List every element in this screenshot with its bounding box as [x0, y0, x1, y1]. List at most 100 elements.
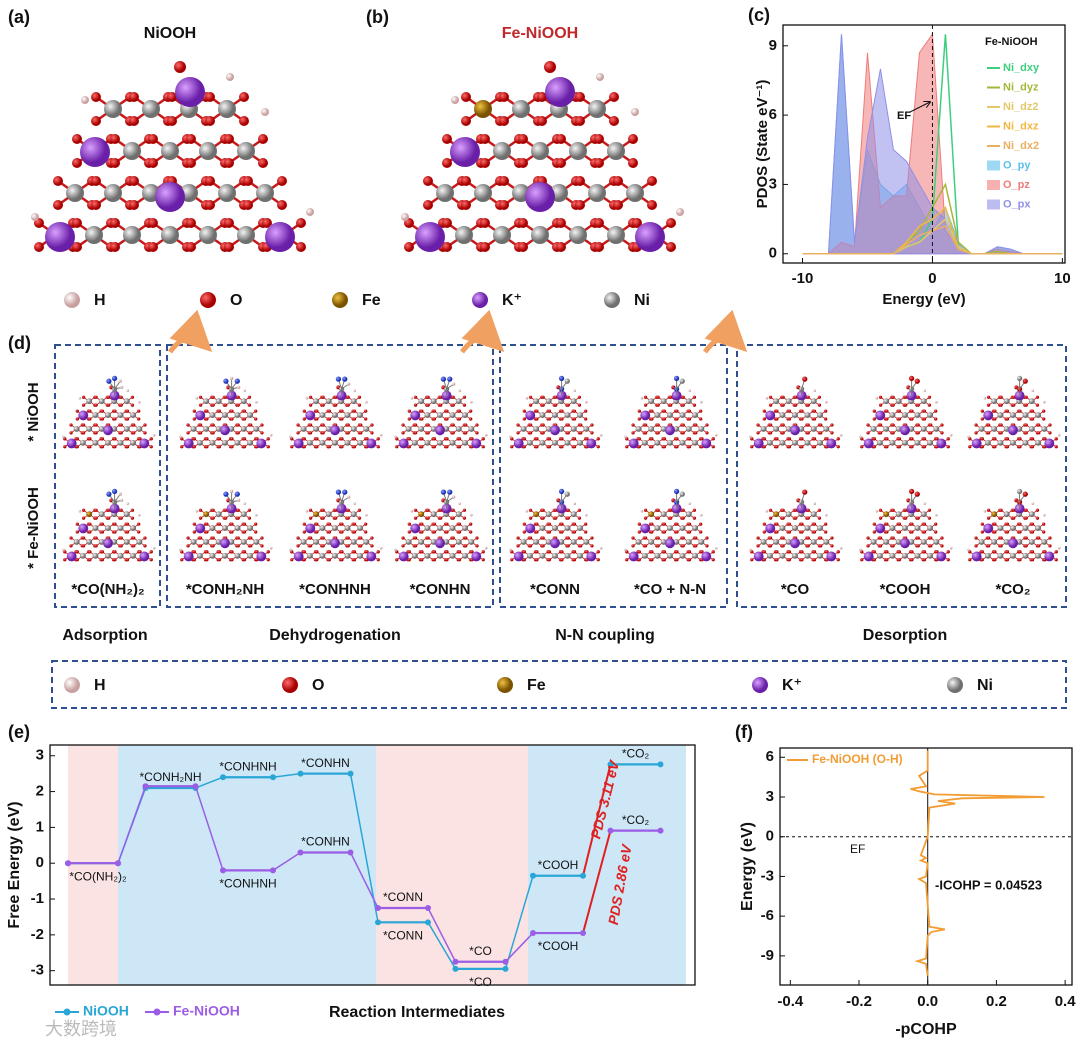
atom-o [407, 409, 411, 413]
atom-h [379, 546, 383, 550]
level-dot [375, 904, 381, 911]
atom-o [699, 530, 703, 534]
atom-o [1018, 530, 1022, 534]
atom-ni [564, 439, 571, 446]
atom-o [934, 522, 938, 526]
atom-o [781, 508, 785, 512]
atom-o [986, 423, 991, 427]
adsorbate-atom [1022, 491, 1028, 497]
atom-o [1030, 409, 1035, 413]
atom-h [305, 396, 309, 400]
x-tick-label: -0.2 [846, 993, 872, 1010]
atom-ni [577, 525, 584, 532]
atom-k [640, 410, 651, 421]
atom-o [445, 417, 449, 421]
panel-label: (d) [8, 333, 31, 353]
atom-fe [203, 511, 210, 518]
adsorbate-atom [229, 489, 234, 494]
atom-k [983, 410, 994, 421]
atom-o [666, 242, 676, 252]
atom-k [765, 410, 776, 421]
atom-ni [92, 525, 99, 532]
atom-ni [569, 142, 587, 160]
atom-k [753, 438, 764, 449]
atom-o [756, 544, 760, 548]
atom-ni [533, 538, 540, 545]
atom-o [239, 92, 249, 102]
atom-o [481, 550, 485, 554]
atom-o [432, 522, 437, 526]
atom-o [1035, 403, 1040, 407]
atom-o [205, 550, 209, 554]
atom-o [242, 417, 247, 421]
atom-o [258, 158, 268, 168]
atom-o [762, 550, 766, 554]
atom-o [110, 158, 120, 168]
atom-o [205, 92, 215, 102]
atom-o [756, 536, 760, 540]
level-dot [607, 761, 614, 768]
atom-o [547, 522, 552, 526]
y-tick-label: 0 [766, 828, 774, 845]
atom-o [230, 409, 234, 413]
atom-o [836, 558, 840, 562]
atom-o [205, 558, 209, 562]
atom-o [461, 176, 471, 186]
atom-o [413, 395, 418, 399]
atom-o [836, 445, 840, 449]
atom-h [875, 396, 879, 400]
adsorbate-atom [335, 489, 342, 495]
atom-ni [933, 538, 940, 545]
atom-ni [247, 439, 254, 446]
atom-o [560, 522, 564, 526]
structure [31, 61, 314, 252]
atom-o [806, 403, 810, 407]
atom-o [535, 409, 539, 413]
atom-o [129, 200, 139, 210]
atom-o [794, 395, 798, 399]
atom-o [346, 431, 350, 435]
level-dot [192, 783, 199, 790]
atom-ni [1028, 511, 1035, 518]
atom-o [705, 536, 709, 540]
atom-o [577, 516, 582, 520]
atom-h [875, 509, 879, 513]
structure [749, 376, 843, 449]
structure [394, 376, 488, 449]
atom-o [631, 544, 635, 548]
atom-o [535, 417, 539, 421]
plot-frame [49, 744, 696, 986]
atom-o [768, 544, 773, 548]
atom-o [656, 508, 660, 512]
atom-ni [889, 525, 896, 532]
atom-ni [920, 425, 927, 432]
atom-o [806, 536, 810, 540]
atom-o [442, 242, 452, 252]
atom-ni [779, 439, 786, 446]
atom-o [878, 423, 883, 427]
atom-o [775, 417, 779, 421]
atom-o [910, 437, 914, 441]
atom-ni [817, 525, 824, 532]
atom-o [781, 431, 785, 435]
atom-ni [117, 412, 124, 419]
atom-o [107, 516, 111, 520]
atom-o [217, 445, 222, 449]
atom-o [357, 508, 362, 512]
atom-o [432, 437, 437, 441]
atom-o [878, 508, 883, 512]
atom-o [340, 409, 344, 413]
atom-o [1030, 530, 1035, 534]
atom-o [812, 550, 817, 554]
atom-o [572, 445, 577, 449]
atom-o [243, 200, 253, 210]
atom-h [195, 396, 199, 400]
atom-o [566, 423, 570, 427]
legend-label: Ni_dxz [1003, 120, 1039, 132]
atom-o [787, 558, 792, 562]
atom-o [211, 508, 215, 512]
atom-ni [418, 398, 425, 405]
atom-o [457, 409, 462, 413]
adsorbate-atom [234, 491, 240, 497]
